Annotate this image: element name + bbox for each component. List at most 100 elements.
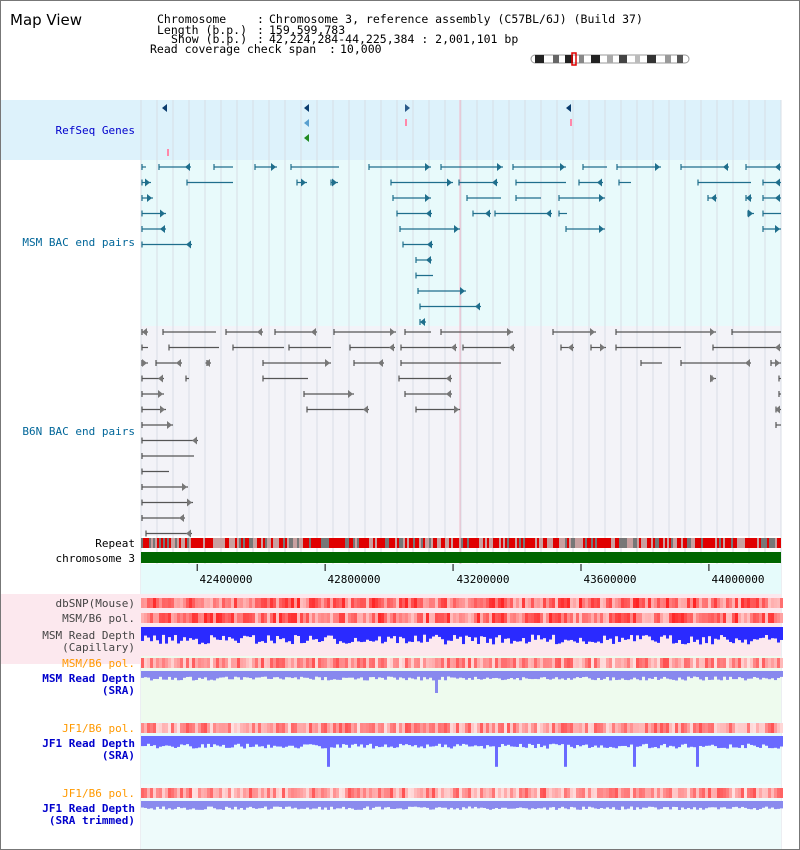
jf1-b6-pol-trim-label[interactable]: JF1/B6 pol. xyxy=(62,787,135,800)
heat-cell xyxy=(705,723,708,733)
depth-bar xyxy=(339,736,342,748)
heat-cell xyxy=(186,658,189,668)
heat-cell xyxy=(246,613,249,623)
msm-read-depth-sra-label[interactable]: MSM Read Depth xyxy=(42,672,135,685)
depth-bar xyxy=(714,627,717,639)
heat-cell xyxy=(582,658,585,668)
depth-bar xyxy=(630,627,633,636)
repeat-segment xyxy=(499,538,501,548)
heat-cell xyxy=(540,788,543,798)
depth-bar xyxy=(651,671,654,679)
heat-cell xyxy=(555,723,558,733)
heat-cell xyxy=(708,658,711,668)
msm-b6-pol-capillary-label[interactable]: MSM/B6 pol. xyxy=(62,612,135,625)
heat-cell xyxy=(624,788,627,798)
jf1-b6-pol-sra-label[interactable]: JF1/B6 pol. xyxy=(62,722,135,735)
heat-cell xyxy=(309,598,312,608)
repeat-segment xyxy=(745,538,747,548)
heat-cell xyxy=(387,658,390,668)
heat-cell xyxy=(207,723,210,733)
bac-pair-glyph xyxy=(475,302,480,311)
depth-bar xyxy=(684,627,687,645)
depth-bar xyxy=(312,801,315,809)
depth-bar xyxy=(378,801,381,807)
heat-cell xyxy=(684,658,687,668)
repeat-segment xyxy=(213,538,215,548)
depth-bar xyxy=(714,801,717,808)
depth-bar xyxy=(750,801,753,810)
depth-bar xyxy=(381,671,384,678)
msm-read-depth-capillary-label[interactable]: MSM Read Depth xyxy=(42,629,135,642)
depth-bar xyxy=(768,671,771,680)
depth-bar xyxy=(528,736,531,744)
axis-tick-label: 43600000 xyxy=(583,573,637,586)
repeat-segment xyxy=(197,538,199,548)
depth-bar xyxy=(414,736,417,746)
depth-bar xyxy=(546,627,549,642)
repeat-segment xyxy=(567,538,569,548)
heat-cell xyxy=(417,723,420,733)
repeat-segment xyxy=(389,538,391,548)
repeat-segment xyxy=(737,538,739,548)
heat-cell xyxy=(546,723,549,733)
heat-cell xyxy=(699,598,702,608)
heat-cell xyxy=(516,658,519,668)
depth-bar xyxy=(570,736,573,747)
depth-bar xyxy=(561,736,564,745)
msm-bac-end-pairs-label[interactable]: MSM BAC end pairs xyxy=(22,236,135,249)
heat-cell xyxy=(195,658,198,668)
heat-cell xyxy=(564,598,567,608)
heat-cell xyxy=(633,723,636,733)
heat-cell xyxy=(513,613,516,623)
dbsnp-label[interactable]: dbSNP(Mouse) xyxy=(55,597,135,610)
msm-b6-pol-sra-label[interactable]: MSM/B6 pol. xyxy=(62,657,135,670)
heat-cell xyxy=(465,723,468,733)
heat-cell xyxy=(702,788,705,798)
repeat-segment xyxy=(721,538,723,548)
depth-bar xyxy=(711,736,714,745)
chromosome-colon: : xyxy=(257,12,264,26)
repeat-segment xyxy=(417,538,419,548)
heat-cell xyxy=(738,598,741,608)
depth-bar xyxy=(237,627,240,643)
jf1-read-depth-sra-label[interactable]: JF1 Read Depth xyxy=(42,737,135,750)
depth-bar xyxy=(750,627,753,642)
bac-pair-glyph xyxy=(257,328,262,336)
heat-cell xyxy=(678,723,681,733)
heat-cell xyxy=(480,788,483,798)
depth-bar xyxy=(558,627,561,644)
heat-cell xyxy=(372,598,375,608)
heat-cell xyxy=(729,658,732,668)
heat-cell xyxy=(312,613,315,623)
depth-bar xyxy=(414,671,417,680)
heat-cell xyxy=(234,788,237,798)
depth-bar xyxy=(258,801,261,809)
heat-cell xyxy=(606,723,609,733)
repeat-segment xyxy=(497,538,499,548)
depth-bar xyxy=(498,671,501,679)
heat-cell xyxy=(162,658,165,668)
heat-cell xyxy=(375,598,378,608)
heat-cell xyxy=(702,723,705,733)
repeat-segment xyxy=(207,538,209,548)
heat-cell xyxy=(306,598,309,608)
depth-bar xyxy=(567,627,570,641)
depth-bar xyxy=(522,736,525,748)
depth-bar xyxy=(489,671,492,679)
repeat-segment xyxy=(151,538,153,548)
depth-bar xyxy=(642,801,645,808)
depth-bar xyxy=(381,627,384,644)
refseq-genes-label[interactable]: RefSeq Genes xyxy=(55,124,135,137)
depth-bar xyxy=(627,671,630,681)
heat-cell xyxy=(420,658,423,668)
heat-cell xyxy=(519,613,522,623)
repeat-segment xyxy=(357,538,359,548)
b6n-bac-end-pairs-label[interactable]: B6N BAC end pairs xyxy=(22,425,135,438)
depth-bar xyxy=(489,736,492,747)
jf1-read-depth-trim-label[interactable]: JF1 Read Depth xyxy=(42,802,135,815)
heat-cell xyxy=(285,613,288,623)
heat-cell xyxy=(615,788,618,798)
repeat-segment xyxy=(443,538,445,548)
depth-bar xyxy=(558,736,561,746)
chromosome-ideogram[interactable] xyxy=(529,52,691,66)
